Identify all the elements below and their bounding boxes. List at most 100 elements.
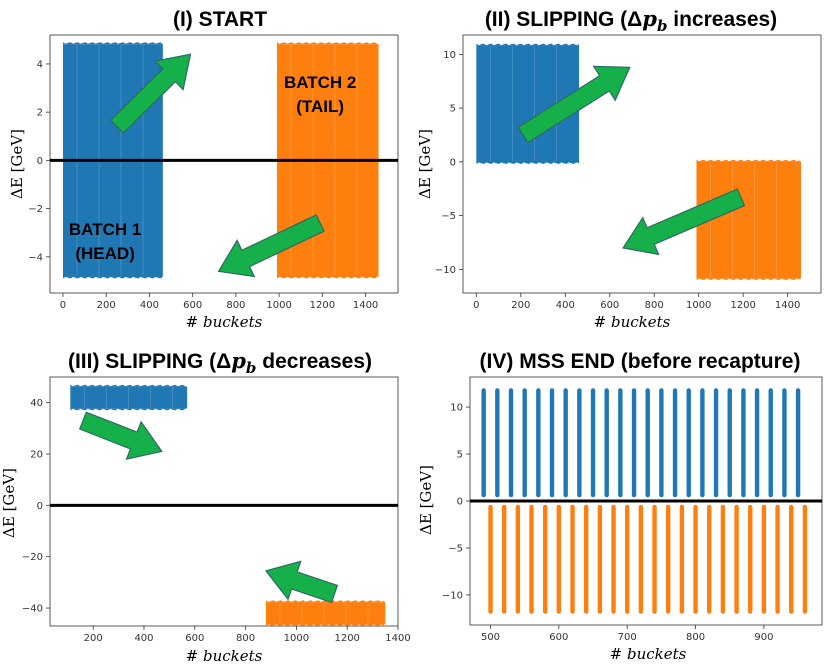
series-edge-bottom [276, 276, 379, 279]
bucket-stripe [570, 504, 575, 614]
y-tick-label: −10 [435, 265, 456, 276]
tick-layer: 0 200 400 600 800 1000 1200 1400 10 5 0 −5 −10 [435, 50, 800, 311]
direction-arrow [264, 560, 339, 604]
bucket-stripe [734, 504, 739, 614]
y-tick-label: 5 [450, 104, 456, 115]
series-edge-top [696, 159, 801, 162]
title-sub: b [657, 17, 668, 35]
series-bar [265, 602, 386, 624]
arrow-layer [517, 65, 746, 256]
x-tick-label: 600 [549, 632, 568, 643]
x-tick-label: 500 [481, 632, 500, 643]
x-tick-label: 800 [236, 633, 255, 644]
bucket-stripe [536, 388, 541, 498]
series-edge-top [265, 600, 386, 603]
series-stripes-2 [488, 504, 808, 614]
x-tick-label: 800 [645, 300, 664, 311]
x-tick-label: 200 [511, 300, 530, 311]
series-edge-top [276, 42, 379, 45]
x-tick-label: 600 [185, 633, 204, 644]
bucket-stripe [707, 504, 712, 614]
bucket-stripe [672, 388, 678, 498]
x-tick-label: 700 [618, 632, 637, 643]
bucket-stripe [508, 388, 514, 498]
bucket-stripe [761, 504, 767, 614]
batch-label-line: BATCH 2 [284, 73, 356, 92]
panel-iii: (III) SLIPPING (Δpb decreases) 200 400 600… [0, 348, 411, 665]
y-tick-label: −5 [448, 543, 463, 554]
tick-layer: 500 600 700 800 900 10 5 0 −5 −10 [442, 403, 774, 643]
title-delta: Δ [627, 8, 642, 31]
bucket-stripe [645, 388, 650, 498]
bucket-stripe [556, 504, 562, 614]
series-edge-bottom [62, 276, 163, 279]
series-bar [70, 386, 188, 409]
y-tick-label: 0 [37, 501, 43, 512]
series-bar [696, 161, 801, 279]
bucket-stripe [542, 504, 548, 614]
series-edge-bottom [70, 408, 188, 411]
bucket-stripe [604, 388, 609, 498]
series-block-1 [70, 384, 188, 411]
bucket-stripe [754, 388, 760, 498]
y-tick-label: 40 [30, 398, 43, 409]
bucket-stripe [748, 504, 753, 614]
bucket-stripe [563, 388, 568, 498]
series-edge-top [70, 384, 188, 387]
y-tick-label: 5 [457, 450, 463, 461]
bucket-stripe [625, 504, 630, 614]
y-tick-label: −2 [28, 204, 43, 215]
panel-ii: (II) SLIPPING (Δpb increases) 0 200 400 600… [416, 6, 822, 331]
bucket-stripe [700, 388, 705, 498]
bucket-stripe [638, 504, 644, 614]
direction-arrow [78, 411, 163, 460]
series-layer [70, 384, 386, 626]
direction-arrow [217, 214, 325, 278]
bucket-stripe [590, 388, 596, 498]
x-axis-label: # buckets [610, 645, 687, 663]
bucket-stripe [686, 388, 691, 498]
bucket-stripe [549, 388, 555, 498]
y-tick-label: −4 [28, 252, 43, 263]
x-tick-label: 1200 [334, 633, 359, 644]
x-tick-label: 1000 [686, 300, 711, 311]
series-edge-top [476, 43, 580, 46]
panel-title-text: (I) START [173, 8, 267, 31]
x-tick-label: 400 [140, 300, 159, 311]
x-tick-label: 1000 [266, 300, 291, 311]
series-layer [481, 388, 808, 614]
x-axis-label: # buckets [186, 647, 263, 665]
x-tick-label: 800 [226, 300, 245, 311]
tick-layer: 0 200 400 600 800 1000 1200 1400 4 2 0 −2 −4 [28, 59, 378, 311]
y-tick-label: 10 [450, 403, 463, 414]
panel-title: (III) SLIPPING (Δpb decreases) [68, 348, 372, 377]
x-tick-label: 0 [473, 300, 479, 311]
x-tick-label: 0 [60, 300, 66, 311]
arrow-layer [78, 411, 339, 604]
x-tick-label: 900 [754, 632, 773, 643]
panel-title: (II) SLIPPING (Δpb increases) [485, 6, 777, 35]
x-tick-label: 1400 [775, 300, 800, 311]
x-tick-label: 600 [183, 300, 202, 311]
x-tick-label: 200 [84, 633, 103, 644]
y-tick-label: 20 [30, 450, 43, 461]
series-edge-bottom [696, 278, 801, 281]
title-rest: decreases) [256, 350, 372, 373]
bucket-stripe [713, 388, 719, 498]
x-axis-label: # buckets [594, 313, 671, 331]
bucket-stripe [782, 388, 787, 498]
batch-label-line: BATCH 1 [69, 220, 141, 239]
y-axis-label: ΔE [GeV] [417, 465, 435, 535]
x-tick-label: 1400 [385, 633, 410, 644]
batch-label: BATCH 1 (HEAD) [69, 220, 141, 263]
y-tick-label: −20 [22, 552, 43, 563]
bucket-stripe [789, 504, 794, 614]
bucket-stripe [522, 388, 527, 498]
bucket-stripe [597, 504, 603, 614]
y-tick-label: 4 [37, 59, 43, 70]
title-p: p [231, 348, 246, 373]
series-stripes-1 [481, 388, 801, 498]
series-block-2 [265, 600, 386, 626]
